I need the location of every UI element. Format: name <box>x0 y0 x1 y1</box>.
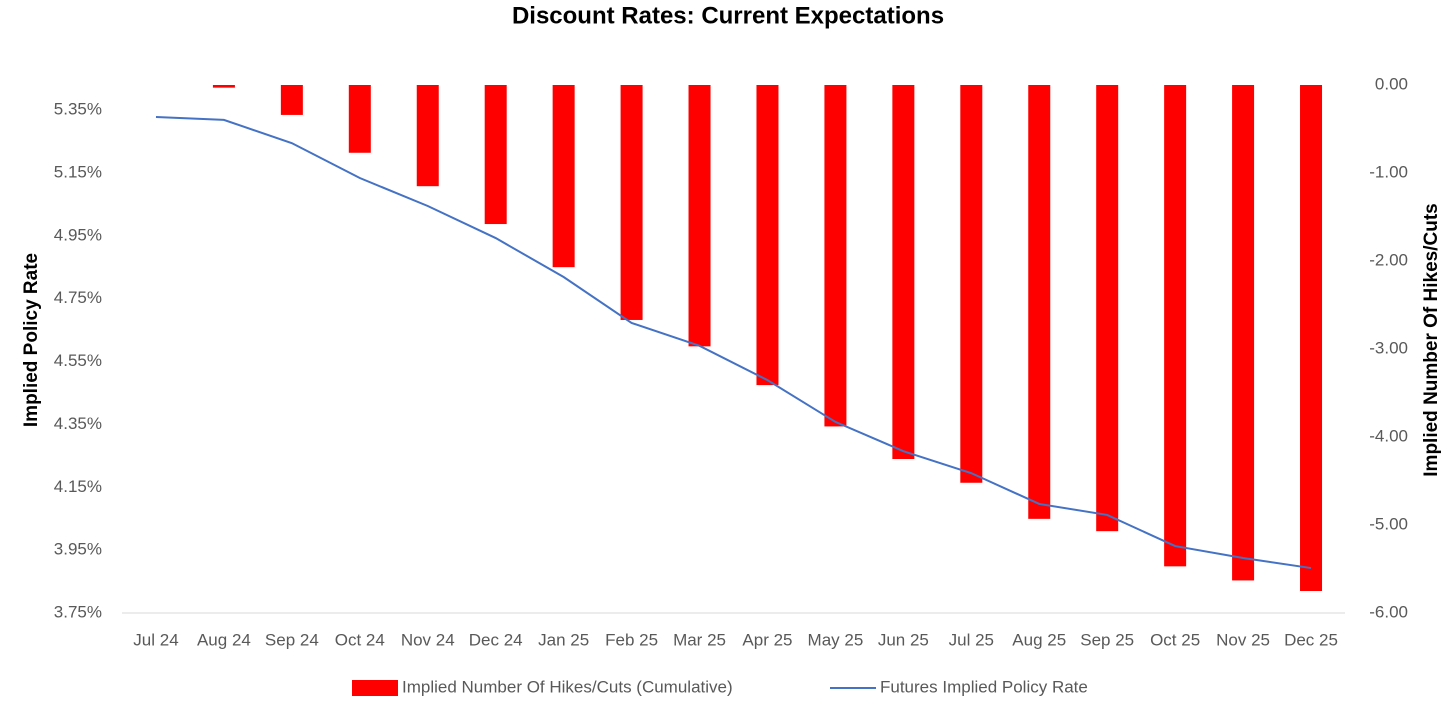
bar <box>1028 85 1051 519</box>
y-axis-title: Implied Policy Rate <box>21 253 42 427</box>
bar <box>484 85 507 225</box>
y-tick-label: 4.15% <box>54 477 102 496</box>
y-tick-label: 4.95% <box>54 225 102 244</box>
y2-tick-label: -4.00 <box>1369 426 1408 445</box>
y2-axis-title: Implied Number Of Hikes/Cuts <box>1421 203 1442 476</box>
x-tick-label: Feb 25 <box>605 630 658 649</box>
x-tick-label: Aug 24 <box>197 630 251 649</box>
bar <box>280 85 303 115</box>
x-tick-label: Oct 24 <box>335 630 385 649</box>
y-tick-label: 4.35% <box>54 414 102 433</box>
y-tick-label: 5.35% <box>54 100 102 119</box>
y-tick-label: 4.75% <box>54 288 102 307</box>
x-tick-label: Sep 24 <box>265 630 319 649</box>
y-tick-label: 3.75% <box>54 602 102 621</box>
y2-tick-label: -1.00 <box>1369 162 1408 181</box>
x-tick-label: Nov 24 <box>401 630 455 649</box>
y2-tick-label: -5.00 <box>1369 514 1408 533</box>
bar <box>552 85 575 268</box>
x-tick-label: Dec 25 <box>1284 630 1338 649</box>
bar <box>688 85 711 347</box>
bar <box>824 85 847 427</box>
bar <box>416 85 439 187</box>
bar <box>1232 85 1255 581</box>
legend-swatch <box>352 680 398 696</box>
chart-title: Discount Rates: Current Expectations <box>512 2 944 29</box>
legend-label: Futures Implied Policy Rate <box>880 677 1088 696</box>
x-tick-label: Jul 25 <box>949 630 994 649</box>
bar <box>620 85 643 320</box>
bar <box>1164 85 1187 567</box>
x-tick-label: Mar 25 <box>673 630 726 649</box>
bar <box>1096 85 1119 532</box>
x-tick-label: Jan 25 <box>538 630 589 649</box>
x-tick-label: Oct 25 <box>1150 630 1200 649</box>
line <box>155 116 1312 570</box>
bar <box>960 85 983 483</box>
y2-tick-label: -6.00 <box>1369 602 1408 621</box>
x-tick-label: Jul 24 <box>133 630 178 649</box>
bar <box>212 85 235 88</box>
y2-tick-label: 0.00 <box>1375 74 1408 93</box>
x-tick-label: Sep 25 <box>1080 630 1134 649</box>
x-tick-label: May 25 <box>808 630 864 649</box>
bar <box>756 85 779 386</box>
y-tick-label: 4.55% <box>54 351 102 370</box>
x-tick-label: Jun 25 <box>878 630 929 649</box>
y2-tick-label: -3.00 <box>1369 338 1408 357</box>
x-tick-label: Aug 25 <box>1012 630 1066 649</box>
bar <box>1300 85 1323 591</box>
y-tick-label: 3.95% <box>54 540 102 559</box>
legend-label: Implied Number Of Hikes/Cuts (Cumulative… <box>402 677 733 696</box>
y-tick-label: 5.15% <box>54 162 102 181</box>
y2-tick-label: -2.00 <box>1369 250 1408 269</box>
x-tick-label: Nov 25 <box>1216 630 1270 649</box>
x-tick-label: Apr 25 <box>742 630 792 649</box>
x-tick-label: Dec 24 <box>469 630 523 649</box>
bar <box>892 85 915 459</box>
bar <box>348 85 371 153</box>
